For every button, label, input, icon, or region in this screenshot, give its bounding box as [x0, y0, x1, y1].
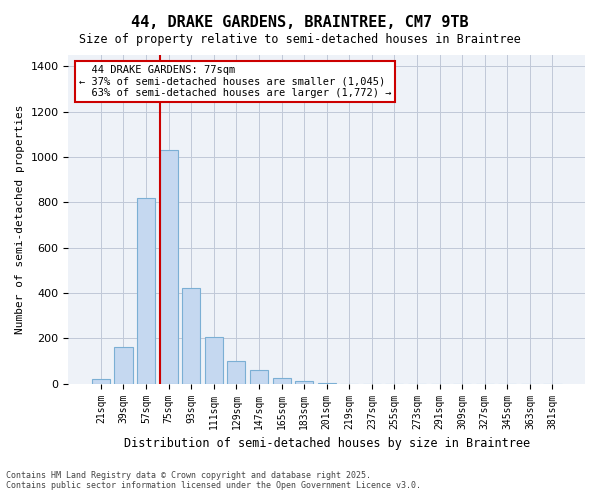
Bar	[317, 382, 336, 384]
Bar	[137, 198, 155, 384]
Bar	[250, 370, 268, 384]
Bar	[115, 348, 133, 384]
Bar	[227, 361, 245, 384]
Y-axis label: Number of semi-detached properties: Number of semi-detached properties	[15, 104, 25, 334]
Bar	[295, 382, 313, 384]
Text: Contains HM Land Registry data © Crown copyright and database right 2025.
Contai: Contains HM Land Registry data © Crown c…	[6, 470, 421, 490]
Bar	[160, 150, 178, 384]
Text: Size of property relative to semi-detached houses in Braintree: Size of property relative to semi-detach…	[79, 32, 521, 46]
Text: 44, DRAKE GARDENS, BRAINTREE, CM7 9TB: 44, DRAKE GARDENS, BRAINTREE, CM7 9TB	[131, 15, 469, 30]
Text: 44 DRAKE GARDENS: 77sqm
← 37% of semi-detached houses are smaller (1,045)
  63% : 44 DRAKE GARDENS: 77sqm ← 37% of semi-de…	[79, 65, 391, 98]
Bar	[272, 378, 290, 384]
Bar	[182, 288, 200, 384]
Bar	[92, 379, 110, 384]
X-axis label: Distribution of semi-detached houses by size in Braintree: Distribution of semi-detached houses by …	[124, 437, 530, 450]
Bar	[205, 337, 223, 384]
